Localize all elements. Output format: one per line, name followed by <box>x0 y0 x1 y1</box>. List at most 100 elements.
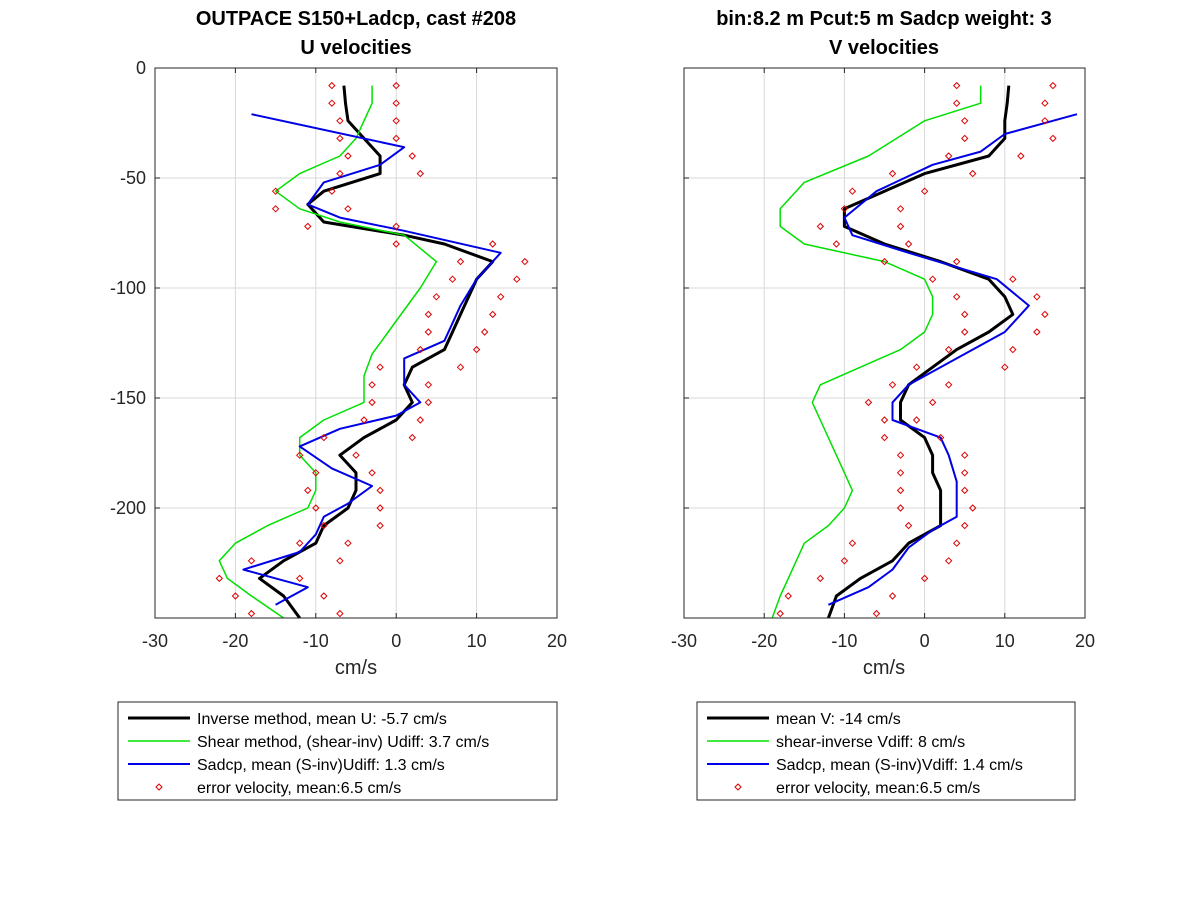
error-velocity-point <box>488 240 497 248</box>
error-velocity-point <box>368 381 376 389</box>
x-tick-label: -30 <box>142 631 168 651</box>
error-velocity-point <box>1041 117 1049 125</box>
error-velocity-point <box>944 381 953 389</box>
error-velocity-point <box>960 486 969 495</box>
error-velocity-point <box>424 381 433 389</box>
x-tick-label: 10 <box>467 631 487 651</box>
error-velocity-point <box>960 117 969 125</box>
error-velocity-point <box>880 257 889 266</box>
grid-lines <box>684 68 1085 618</box>
series-line-3 <box>827 113 1078 606</box>
error-velocity-point <box>215 574 224 583</box>
error-velocity-point <box>1017 152 1025 160</box>
error-velocity-point <box>376 363 384 371</box>
error-velocity-point <box>336 117 344 125</box>
legend-box <box>117 701 558 801</box>
error-velocity-point <box>392 99 400 107</box>
legend: mean V: -14 cm/s shear-inverse Vdiff: 8 c… <box>696 701 1076 801</box>
error-velocity-point <box>888 592 897 600</box>
error-velocity-point <box>960 134 969 143</box>
error-velocity-point <box>448 275 457 283</box>
error-velocity-point <box>832 240 841 248</box>
error-velocity-point <box>952 81 961 90</box>
error-velocity-point <box>408 433 416 442</box>
error-velocity-point <box>271 187 280 195</box>
error-velocity-point <box>1001 363 1009 371</box>
error-velocity-point <box>416 169 425 178</box>
x-tick-label: -30 <box>671 631 697 651</box>
error-velocity-point <box>416 416 425 424</box>
legend-entry-label: Inverse method, mean U: -5.7 cm/s <box>197 711 447 728</box>
error-velocity-point <box>312 469 320 477</box>
error-velocity-point <box>904 521 913 530</box>
error-velocity-point <box>376 504 384 512</box>
x-tick-label: -20 <box>751 631 777 651</box>
series-line-1 <box>258 85 495 619</box>
legend-entry-label: error velocity, mean:6.5 cm/s <box>776 780 980 797</box>
legend-entry-label: Sadcp, mean (S-inv)Vdiff: 1.4 cm/s <box>776 757 1023 774</box>
error-velocity-point <box>896 504 905 512</box>
error-velocity-point <box>304 222 312 231</box>
error-velocity-point <box>936 433 945 442</box>
error-velocity-point <box>328 99 336 107</box>
panel-title: OUTPACE S150+Ladcp, cast #208 <box>196 8 516 30</box>
error-velocity-point <box>271 205 280 213</box>
grid-lines <box>155 68 557 618</box>
legend-marker-swatch <box>734 783 742 791</box>
legend-entry-label: mean V: -14 cm/s <box>776 711 901 728</box>
error-velocity-point <box>336 557 344 565</box>
error-velocity-point <box>1049 134 1057 143</box>
error-velocity-point <box>296 451 304 459</box>
error-velocity-point <box>521 257 529 266</box>
axes-box <box>683 67 1086 619</box>
error-velocity-point <box>344 152 352 160</box>
error-velocity-point <box>952 539 961 547</box>
error-velocity-point <box>1049 81 1057 90</box>
error-velocity-point <box>336 134 344 143</box>
error-velocity-point <box>336 609 344 618</box>
error-velocity-point <box>432 293 441 301</box>
error-velocity-point <box>320 592 328 600</box>
error-velocity-point <box>320 433 328 442</box>
legend-entry-label: Shear method, (shear-inv) Udiff: 3.7 cm/… <box>197 734 489 751</box>
error-velocity-point <box>912 416 921 424</box>
x-tick-label: -10 <box>831 631 857 651</box>
x-tick-label: 10 <box>995 631 1015 651</box>
x-axis-label: cm/s <box>335 657 377 679</box>
error-velocity-point <box>456 257 465 266</box>
panel-subtitle: U velocities <box>300 37 411 59</box>
error-velocity-point <box>320 521 328 530</box>
error-velocity-point <box>328 187 336 195</box>
axis-ticks: -30 -20 -10 0 10 20 <box>671 67 1095 651</box>
error-velocity-point <box>896 205 905 213</box>
error-velocity-point <box>296 574 304 583</box>
error-velocity-point <box>296 539 304 547</box>
series-line-2 <box>771 85 982 619</box>
panel-title: bin:8.2 m Pcut:5 m Sadcp weight: 3 <box>716 8 1052 30</box>
error-velocity-point <box>247 557 256 565</box>
error-velocity-point <box>920 187 929 195</box>
legend-marker-swatch <box>155 783 163 791</box>
error-velocity-point <box>840 205 849 213</box>
error-velocity-point <box>392 222 400 231</box>
x-tick-label: 20 <box>1075 631 1095 651</box>
error-velocity-point <box>392 134 400 143</box>
x-tick-label: 0 <box>391 631 401 651</box>
error-velocity-point <box>928 275 937 283</box>
error-velocity-point <box>376 521 384 530</box>
error-velocity-point <box>864 398 873 407</box>
x-tick-label: 0 <box>920 631 930 651</box>
legend-entry-label: Sadcp, mean (S-inv)Udiff: 1.3 cm/s <box>197 757 445 774</box>
error-velocity-point <box>928 398 937 407</box>
error-velocity-point <box>360 416 368 424</box>
y-tick-label: -150 <box>110 388 146 408</box>
error-velocity-point <box>416 345 425 354</box>
error-velocity-point <box>872 609 881 618</box>
error-velocity-point <box>880 433 889 442</box>
x-axis-label: cm/s <box>863 657 905 679</box>
error-velocity-point <box>848 539 857 547</box>
error-velocity-point <box>336 169 344 178</box>
error-velocity-point <box>1033 293 1041 301</box>
error-velocity-point <box>392 240 400 248</box>
